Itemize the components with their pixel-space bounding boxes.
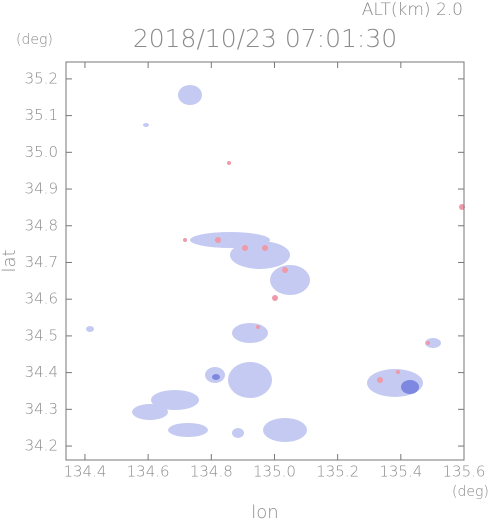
y-tick-label: 34.2	[25, 437, 58, 455]
echo	[143, 123, 149, 127]
y-tick-label: 34.8	[25, 216, 58, 234]
echo	[178, 85, 202, 105]
y-tick-label: 34.9	[25, 180, 58, 198]
x-tick-label: 135.4	[379, 463, 422, 481]
echo	[215, 237, 221, 243]
echo	[151, 390, 199, 410]
plot-frame	[65, 61, 465, 461]
chart-title: 2018/10/23 07:01:30	[133, 24, 397, 53]
echo	[377, 377, 383, 383]
x-unit: (deg)	[452, 484, 489, 500]
y-unit: (deg)	[16, 32, 53, 48]
echo	[183, 238, 187, 242]
echo	[401, 380, 419, 394]
echo	[262, 245, 268, 251]
x-tick-label: 134.8	[190, 463, 233, 481]
x-tick-label: 134.6	[127, 463, 170, 481]
echo	[230, 241, 290, 269]
echo	[263, 418, 307, 442]
echo	[232, 428, 244, 438]
x-tick-label: 134.4	[63, 463, 106, 481]
echo	[282, 267, 288, 273]
echo	[270, 265, 310, 295]
x-axis-label: lon	[251, 502, 278, 521]
echo	[132, 404, 168, 420]
chart-subtitle: ALT(km) 2.0	[362, 0, 463, 20]
x-tick-label: 135.0	[253, 463, 296, 481]
radar-echoes	[86, 85, 441, 442]
y-tick-label: 34.4	[25, 363, 58, 381]
echo	[425, 338, 441, 348]
y-tick-label: 35.0	[25, 143, 58, 161]
echo	[227, 161, 231, 165]
echo	[256, 325, 260, 329]
y-tick-label: 34.6	[25, 290, 58, 308]
echo	[426, 341, 430, 345]
echo	[168, 423, 208, 437]
echo	[272, 295, 278, 301]
y-tick-label: 34.5	[25, 326, 58, 344]
y-tick-label: 35.1	[25, 106, 58, 124]
radar-echoes-red	[183, 161, 465, 383]
echo	[228, 362, 272, 398]
y-tick-label: 34.7	[25, 253, 58, 271]
y-tick-label: 34.3	[25, 400, 58, 418]
x-tick-label: 135.6	[443, 463, 486, 481]
echo	[232, 323, 268, 343]
echo	[242, 245, 248, 251]
y-axis-label: lat	[0, 249, 20, 272]
y-tick-label: 35.2	[25, 69, 58, 87]
echo	[212, 374, 220, 380]
echo	[86, 326, 94, 332]
x-tick-label: 135.2	[316, 463, 359, 481]
echo	[396, 370, 400, 374]
